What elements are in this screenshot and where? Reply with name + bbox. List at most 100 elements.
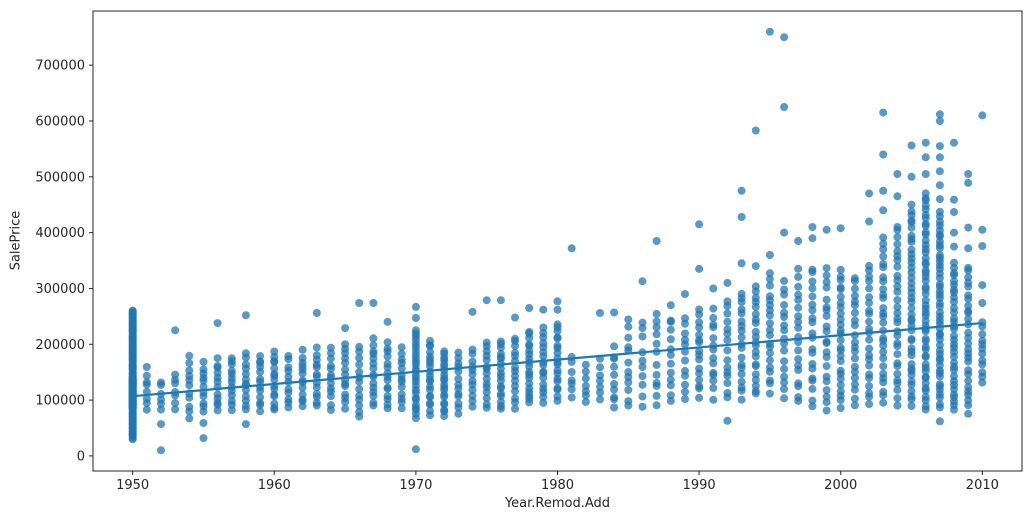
data-point [751, 370, 760, 379]
data-point [950, 228, 958, 237]
data-point [808, 374, 817, 383]
data-point [652, 330, 661, 339]
data-point [695, 382, 704, 391]
data-point [921, 373, 930, 381]
data-point [865, 298, 874, 307]
data-point [794, 290, 803, 299]
data-point [355, 407, 364, 416]
data-point [850, 373, 859, 382]
data-point [638, 318, 647, 327]
data-point [185, 351, 194, 360]
data-point [695, 375, 704, 384]
data-point [695, 220, 704, 229]
y-tick-label: 600000 [35, 114, 85, 129]
data-point [695, 264, 704, 273]
data-point [850, 362, 859, 371]
data-point [397, 349, 406, 358]
data-point [426, 399, 434, 408]
data-point [737, 305, 746, 314]
y-tick-label: 200000 [35, 338, 85, 353]
data-point [978, 281, 987, 290]
data-point [808, 284, 817, 293]
data-point [723, 346, 732, 355]
data-point [921, 402, 930, 411]
data-point [199, 365, 208, 374]
data-point [765, 27, 774, 36]
data-point [256, 407, 265, 416]
data-point [978, 336, 987, 345]
data-point [652, 339, 661, 348]
data-point [553, 297, 562, 306]
data-point [907, 200, 916, 209]
data-point [638, 372, 647, 381]
data-point [780, 103, 789, 111]
data-point [907, 310, 916, 319]
data-point [822, 372, 831, 381]
data-point [964, 345, 973, 354]
data-point [921, 343, 930, 351]
data-point [681, 387, 689, 396]
data-point [284, 363, 293, 372]
data-point [567, 385, 576, 394]
data-point [794, 393, 803, 402]
data-point [935, 251, 944, 260]
data-point [596, 363, 604, 372]
data-point [780, 364, 789, 373]
data-point [355, 360, 364, 369]
data-point [865, 284, 874, 293]
data-point [341, 390, 350, 399]
data-point [256, 352, 265, 361]
data-point [751, 327, 760, 336]
data-point [921, 170, 930, 178]
data-point [723, 325, 732, 334]
data-point [765, 269, 774, 278]
data-point [794, 303, 803, 312]
data-point [964, 301, 973, 310]
data-point [879, 369, 888, 378]
data-point [213, 406, 222, 415]
data-point [950, 208, 958, 216]
data-point [624, 315, 633, 324]
data-point [879, 354, 888, 363]
data-point [227, 397, 236, 405]
data-point [964, 223, 973, 232]
data-point [935, 117, 944, 125]
data-point [199, 434, 208, 443]
data-point [737, 360, 746, 369]
data-point [850, 394, 859, 403]
data-point [397, 364, 406, 373]
data-point [865, 351, 874, 360]
data-point [850, 297, 859, 306]
data-point [751, 262, 760, 271]
data-point [808, 300, 817, 309]
data-point [765, 376, 774, 385]
data-point [737, 333, 746, 342]
data-point [312, 351, 321, 360]
data-point [355, 354, 364, 362]
data-point [426, 392, 434, 401]
data-point [468, 307, 477, 316]
data-point [355, 385, 364, 394]
data-point [695, 318, 704, 327]
data-point [681, 314, 689, 323]
data-point [780, 372, 789, 381]
data-point [652, 391, 661, 400]
data-point [737, 370, 746, 378]
data-point [695, 364, 704, 373]
data-point [241, 420, 250, 429]
data-point [822, 362, 831, 371]
data-point [935, 153, 944, 162]
data-point [808, 345, 817, 354]
data-point [695, 305, 704, 314]
data-point [496, 337, 505, 346]
data-point [780, 394, 789, 403]
data-point [213, 362, 222, 370]
data-point [270, 370, 279, 378]
data-point [553, 392, 562, 401]
data-point [525, 379, 534, 388]
data-point [964, 366, 973, 375]
data-point [581, 367, 590, 376]
x-tick-label: 1960 [258, 478, 291, 493]
data-point [610, 342, 619, 351]
